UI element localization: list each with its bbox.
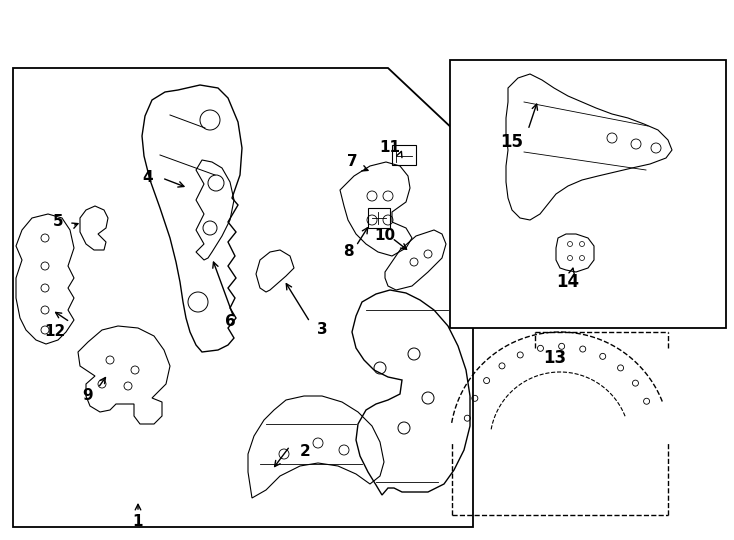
Polygon shape — [13, 68, 473, 527]
Text: 2: 2 — [299, 444, 310, 460]
Text: 14: 14 — [556, 273, 580, 291]
Text: 9: 9 — [83, 388, 93, 402]
Bar — [450, 60, 726, 328]
Text: 3: 3 — [316, 322, 327, 338]
Text: 15: 15 — [501, 133, 523, 151]
Text: 8: 8 — [343, 245, 353, 260]
Text: 13: 13 — [543, 349, 567, 367]
Text: 10: 10 — [374, 227, 396, 242]
Text: 11: 11 — [379, 140, 401, 156]
Text: 4: 4 — [142, 171, 153, 186]
Text: 5: 5 — [53, 214, 63, 230]
Text: 1: 1 — [133, 515, 143, 530]
Bar — [392, 145, 416, 165]
Text: 6: 6 — [225, 314, 236, 329]
Text: 7: 7 — [346, 154, 357, 170]
Text: 12: 12 — [44, 325, 65, 340]
Bar — [368, 208, 390, 228]
